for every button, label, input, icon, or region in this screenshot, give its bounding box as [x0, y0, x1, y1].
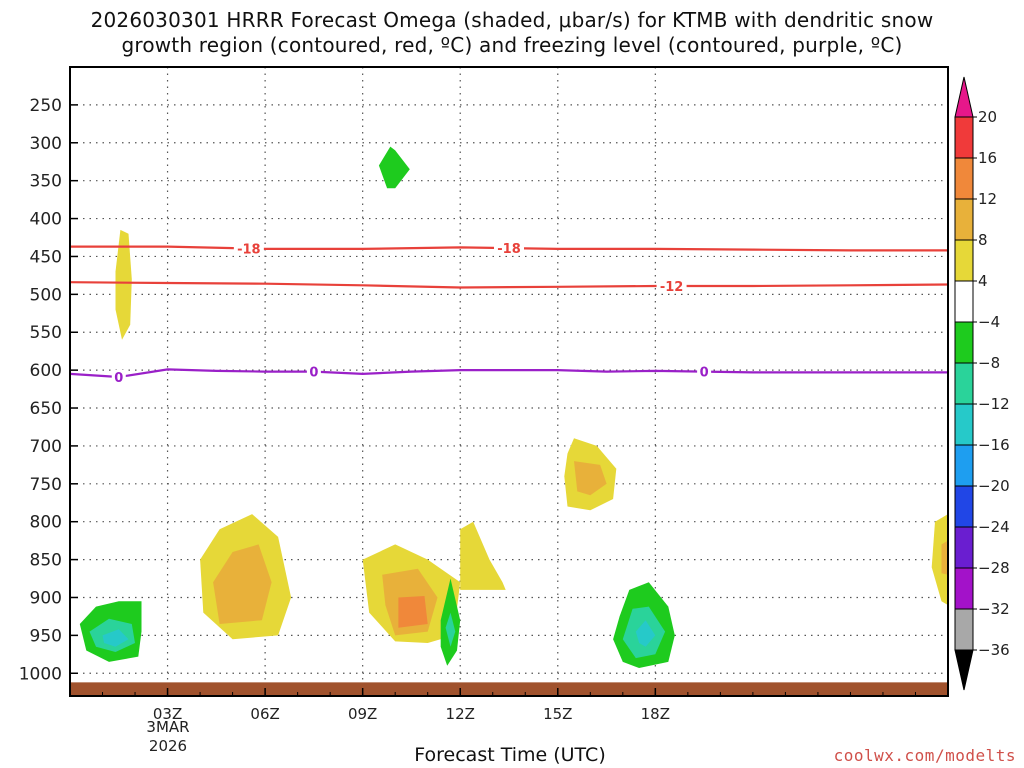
- colorbar-label: 4: [978, 272, 988, 290]
- colorbar-bin: [954, 280, 974, 323]
- x-tick-label: 09Z: [348, 705, 377, 723]
- y-tick-label: 800: [30, 513, 62, 533]
- contour-label: 0: [114, 371, 123, 386]
- omega-region: [574, 461, 607, 496]
- colorbar-top-arrow: [954, 76, 974, 118]
- colorbar-label: −24: [978, 518, 1010, 536]
- colorbar-bin: [954, 608, 974, 651]
- colorbar-label: −32: [978, 600, 1010, 618]
- y-tick-label: 600: [30, 361, 62, 381]
- contour-label: -12: [660, 280, 684, 295]
- y-tick-label: 900: [30, 588, 62, 608]
- colorbar-label: −20: [978, 477, 1010, 495]
- chart-title-line-2: growth region (contoured, red, ºC) and f…: [121, 33, 903, 57]
- colorbar-bin: [954, 567, 974, 610]
- colorbar-label: −12: [978, 395, 1010, 413]
- y-tick-label: 750: [30, 475, 62, 495]
- y-tick-label: 950: [30, 626, 62, 646]
- colorbar-label: −16: [978, 436, 1010, 454]
- colorbar-bin: [954, 362, 974, 405]
- x-date-label-day: 3MAR: [146, 718, 190, 736]
- contour-label: -18: [497, 242, 521, 257]
- y-tick-label: 1000: [19, 664, 62, 684]
- colorbar-label: 8: [978, 231, 988, 249]
- x-tick-label: 03Z: [153, 705, 182, 723]
- colorbar-label: 12: [978, 190, 997, 208]
- y-tick-label: 300: [30, 134, 62, 154]
- colorbar-bin: [954, 157, 974, 200]
- colorbar-label: −8: [978, 354, 1000, 372]
- contour-label-bg: [656, 279, 687, 294]
- y-tick-label: 700: [30, 437, 62, 457]
- y-tick-label: 550: [30, 323, 62, 343]
- contour-label-bg: [306, 364, 321, 379]
- omega-region: [378, 146, 410, 189]
- grid-layer: [70, 67, 948, 696]
- y-tick-label: 250: [30, 96, 62, 116]
- x-tick-label: 12Z: [446, 705, 475, 723]
- omega-region: [102, 629, 129, 647]
- x-axis-label: Forecast Time (UTC): [414, 744, 606, 766]
- omega-region: [115, 229, 132, 340]
- contour-line: [70, 368, 948, 379]
- colorbar: 20 16 12 8 4 −4 −8 −12 −16 −20 −24 −28 −32 −36: [954, 76, 1010, 691]
- plot-area: [70, 67, 948, 696]
- contour-label-bg: [111, 369, 126, 384]
- contour-label-bg: [697, 364, 712, 379]
- x-tick-label: 06Z: [250, 705, 279, 723]
- colorbar-bottom-arrow: [954, 649, 974, 691]
- contour-label: 0: [309, 366, 318, 381]
- colorbar-label: 20: [978, 108, 997, 126]
- contour-layer: -18 -18 -12 0 0 0: [70, 241, 948, 386]
- omega-region: [460, 521, 506, 590]
- omega-shading-layer: [79, 146, 948, 668]
- omega-region: [213, 544, 272, 624]
- ground-layer: [71, 682, 947, 695]
- omega-region: [398, 596, 428, 628]
- colorbar-bin: [954, 485, 974, 528]
- colorbar-bin: [954, 239, 974, 282]
- y-tick-label: 650: [30, 399, 62, 419]
- colorbar-label: −4: [978, 313, 1000, 331]
- plot-frame: [69, 66, 949, 697]
- colorbar-bin: [954, 116, 974, 159]
- credit-text: coolwx.com/modelts: [833, 746, 1016, 765]
- colorbar-label: −36: [978, 641, 1010, 659]
- colorbar-bin: [954, 321, 974, 364]
- colorbar-bin: [954, 198, 974, 241]
- colorbar-label: −28: [978, 559, 1010, 577]
- y-tick-label: 450: [30, 247, 62, 267]
- y-tick-label: 350: [30, 172, 62, 192]
- contour-label-bg: [494, 241, 524, 256]
- omega-region: [635, 620, 656, 647]
- colorbar-bin: [954, 444, 974, 487]
- omega-region: [941, 540, 948, 575]
- x-date-label-year: 2026: [148, 737, 188, 755]
- y-tick-label: 850: [30, 551, 62, 571]
- colorbar-bin: [954, 526, 974, 569]
- y-tick-label: 400: [30, 210, 62, 230]
- colorbar-bin: [954, 403, 974, 446]
- contour-line: [70, 281, 948, 289]
- contour-label-bg: [233, 241, 264, 256]
- y-tick-label: 500: [30, 285, 62, 305]
- contour-label: 0: [700, 366, 709, 381]
- x-tick-label: 18Z: [641, 705, 670, 723]
- x-tick-label: 15Z: [543, 705, 572, 723]
- omega-region: [931, 514, 948, 606]
- colorbar-label: 16: [978, 149, 997, 167]
- chart-title-line-1: 2026030301 HRRR Forecast Omega (shaded, …: [90, 8, 934, 32]
- ground-band: [71, 682, 947, 695]
- omega-region: [445, 612, 456, 647]
- contour-label: -18: [237, 243, 261, 258]
- x-axis-ticks: 03Z 06Z 09Z 12Z 15Z 18Z: [102, 688, 916, 723]
- y-axis-ticks: 250 300 350 400 450 500 550 600 650 700 750 800 850 9…: [19, 96, 78, 684]
